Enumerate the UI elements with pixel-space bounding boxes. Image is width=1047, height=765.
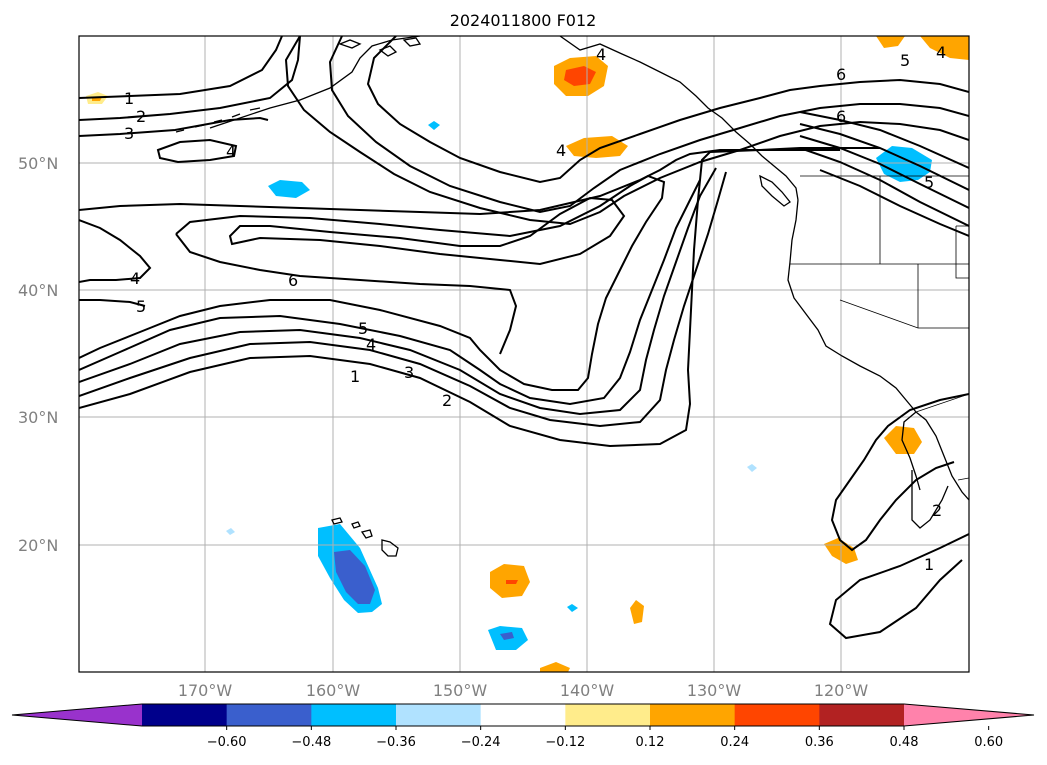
anomaly-patch-baja (884, 426, 922, 454)
colorbar-segment (311, 704, 397, 726)
contour-label: 5 (358, 319, 368, 338)
lon-label: 160°W (306, 681, 361, 700)
contour-label: 4 (596, 45, 606, 64)
colorbar-tick-label: 0.48 (890, 735, 919, 750)
contour-label: 1 (924, 555, 934, 574)
contour-label: 6 (836, 65, 846, 84)
contour-trough-c (284, 36, 969, 226)
map-area: 1 2 3 4 4 6 6 5 4 5 4 5 6 5 4 3 1 2 2 1 … (79, 36, 969, 672)
contour-east-1 (828, 533, 969, 640)
colorbar-tick-label: 0.24 (720, 735, 749, 750)
colorbar-tick-label: −0.48 (291, 735, 331, 750)
lon-label: 130°W (687, 681, 742, 700)
contour-label: 5 (136, 297, 146, 316)
contour-label: 5 (900, 51, 910, 70)
contour-label: 6 (288, 271, 298, 290)
lon-label: 120°W (814, 681, 869, 700)
coast-hawaii (331, 517, 399, 557)
lat-label: 40°N (18, 281, 58, 300)
contour-label: 2 (442, 391, 452, 410)
contour-label: 1 (124, 89, 134, 108)
contour-label: 4 (130, 269, 140, 288)
anomaly-patch-bc-coast (876, 146, 932, 182)
contour-loop-5 (79, 174, 666, 391)
contour-4-south (79, 179, 701, 406)
contour-label: 2 (136, 107, 146, 126)
anomaly-patch-hawaii-inner (334, 550, 375, 604)
contour-3-south (79, 167, 717, 416)
contour-central-outer (79, 149, 840, 216)
coast-us-west (787, 199, 917, 413)
longitude-labels: 170°W 160°W 150°W 140°W 130°W 120°W (178, 681, 869, 700)
colorbar-tick-label: −0.12 (545, 735, 585, 750)
contour-label: 1 (350, 367, 360, 386)
contour-loop-6 (228, 196, 626, 266)
contour-trough-a (366, 36, 969, 184)
contour-lines (79, 36, 969, 640)
contour-label: 5 (924, 173, 934, 192)
lon-label: 140°W (560, 681, 615, 700)
contour-1-north (79, 36, 283, 99)
lat-label: 50°N (18, 154, 58, 173)
lon-label: 170°W (178, 681, 233, 700)
colorbar-segment (480, 704, 566, 726)
contour-label: 3 (404, 363, 414, 382)
contour-label: 2 (932, 501, 942, 520)
coast-alaska (209, 36, 799, 201)
colorbar: −0.60 −0.48 −0.36 −0.24 −0.12 0.12 0.24 0.36 0.4… (11, 703, 1035, 750)
colorbar-outline (11, 703, 1035, 727)
latitude-labels: 50°N 40°N 30°N 20°N (18, 154, 58, 555)
contour-east-2 (830, 393, 969, 552)
contour-label: 4 (936, 43, 946, 62)
colorbar-segment (565, 704, 651, 726)
map-frame (78, 35, 970, 673)
colorbar-segment (226, 704, 312, 726)
colorbar-tick-label: 0.60 (974, 735, 1003, 750)
lon-label: 150°W (433, 681, 488, 700)
contour-1-south (79, 147, 880, 448)
colorbar-tick-label: −0.24 (461, 735, 501, 750)
lat-label: 20°N (18, 536, 58, 555)
colorbar-extend-min (12, 704, 142, 726)
chart-title: 2024011800 F012 (450, 11, 597, 30)
colorbar-segment (142, 704, 228, 726)
contour-2-north (79, 36, 301, 121)
coast-baja (901, 411, 969, 501)
colorbar-tick-label: −0.60 (207, 735, 247, 750)
colorbar-tick-label: 0.12 (636, 735, 665, 750)
colorbar-tick-label: 0.36 (805, 735, 834, 750)
contour-label-group: 1 2 3 4 4 6 6 5 4 5 4 5 6 5 4 3 1 2 2 1 … (124, 43, 946, 574)
contour-label: 6 (836, 107, 846, 126)
contour-trough-b (328, 36, 969, 214)
contour-3-north (79, 116, 269, 137)
colorbar-segment (396, 704, 482, 726)
colorbar-segment (650, 704, 736, 726)
colorbar-segment (734, 704, 820, 726)
contour-2-south (79, 171, 727, 428)
anomaly-patch-ne-pacific (566, 136, 628, 158)
colorbar-tick-label: −0.36 (376, 735, 416, 750)
shaded-anomalies (86, 36, 969, 672)
contour-label: 4 (226, 142, 236, 161)
colorbar-extend-max (904, 704, 1034, 726)
contour-label: 3 (124, 124, 134, 143)
contour-label: 4 (556, 141, 566, 160)
anomaly-patch-midpacific (268, 180, 310, 198)
colorbar-segment (819, 704, 905, 726)
contour-label: 4 (366, 335, 376, 354)
lat-label: 30°N (18, 408, 58, 427)
